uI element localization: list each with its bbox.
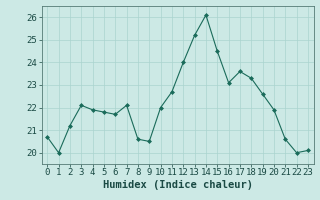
X-axis label: Humidex (Indice chaleur): Humidex (Indice chaleur) bbox=[103, 180, 252, 190]
